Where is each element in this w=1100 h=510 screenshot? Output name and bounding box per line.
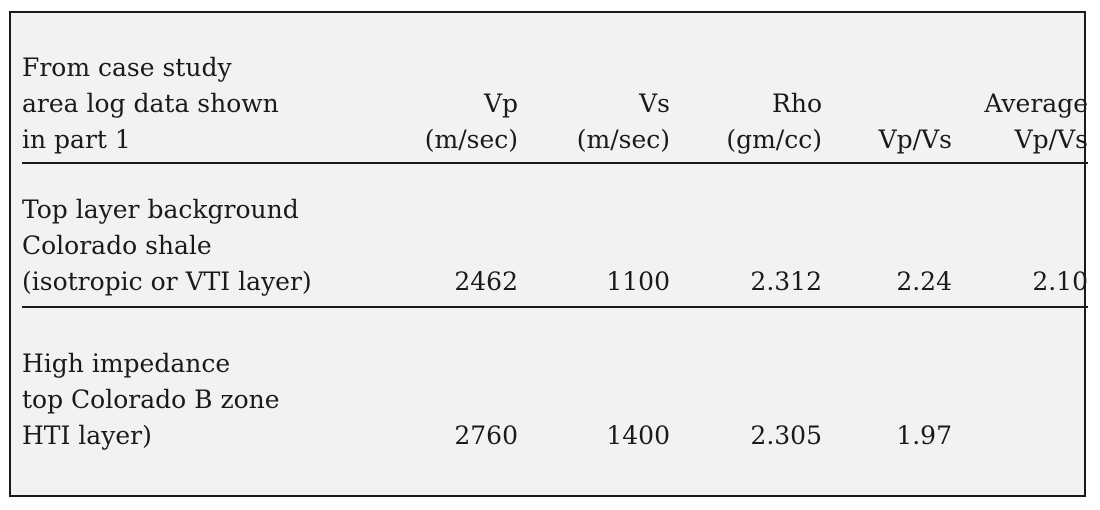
table-row: High impedance top Colorado B zone HTI l… xyxy=(22,307,1088,454)
cell-vpvs: 1.97 xyxy=(896,421,952,450)
cell-vp: 2462 xyxy=(454,267,518,296)
header-source: From case study area log data shown in p… xyxy=(22,53,279,154)
cell-vs: 1100 xyxy=(606,267,670,296)
row-label: High impedance top Colorado B zone HTI l… xyxy=(22,349,280,450)
header-rho: Rho (gm/cc) xyxy=(726,89,822,154)
cell-average-vpvs xyxy=(952,307,1088,454)
cell-rho: 2.305 xyxy=(750,421,822,450)
cell-vp: 2760 xyxy=(454,421,518,450)
data-table: From case study area log data shown in p… xyxy=(22,50,1088,454)
table-row: Top layer background Colorado shale (iso… xyxy=(22,163,1088,307)
header-vs: Vs (m/sec) xyxy=(576,89,670,154)
header-average-vpvs: Average Vp/Vs xyxy=(984,89,1088,154)
header-vpvs: Vp/Vs xyxy=(878,125,952,154)
header-vp: Vp (m/sec) xyxy=(424,89,518,154)
row-label: Top layer background Colorado shale (iso… xyxy=(22,195,312,296)
cell-vs: 1400 xyxy=(606,421,670,450)
cell-vpvs: 2.24 xyxy=(896,267,952,296)
table-frame: From case study area log data shown in p… xyxy=(9,11,1088,497)
cell-average-vpvs: 2.10 xyxy=(1032,267,1088,296)
header-row: From case study area log data shown in p… xyxy=(22,50,1088,163)
cell-rho: 2.312 xyxy=(750,267,822,296)
